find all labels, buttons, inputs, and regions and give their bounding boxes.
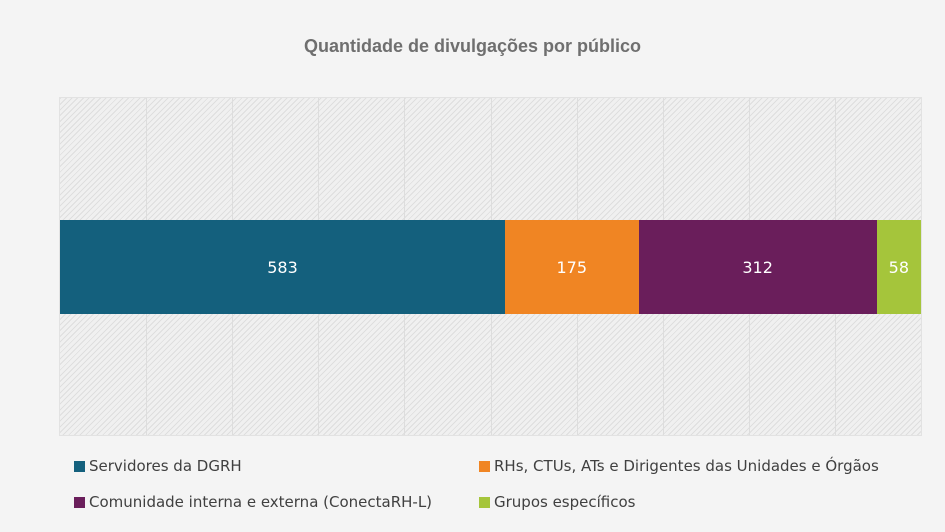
legend-item: RHs, CTUs, ATs e Dirigentes das Unidades…: [479, 457, 879, 475]
stacked-bar: 583 175 312 58: [60, 220, 921, 314]
bar-segment: 175: [505, 220, 639, 314]
legend-swatch: [479, 496, 490, 508]
legend-label: Servidores da DGRH: [89, 457, 242, 475]
data-label: 312: [742, 257, 773, 277]
data-label: 583: [267, 257, 298, 277]
legend: Servidores da DGRH RHs, CTUs, ATs e Dirig…: [74, 457, 934, 517]
bar-segment: 583: [60, 220, 505, 314]
data-label: 58: [888, 257, 910, 277]
legend-swatch: [479, 460, 490, 472]
legend-item: Grupos específicos: [479, 493, 635, 511]
legend-label: RHs, CTUs, ATs e Dirigentes das Unidades…: [494, 457, 879, 475]
legend-swatch: [74, 460, 85, 472]
bar-segment: 58: [876, 220, 921, 314]
bar-segment: 312: [638, 220, 877, 314]
legend-item: Comunidade interna e externa (ConectaRH-…: [74, 493, 432, 511]
legend-label: Comunidade interna e externa (ConectaRH-…: [89, 493, 433, 511]
legend-item: Servidores da DGRH: [74, 457, 242, 475]
plot-area: 583 175 312 58: [59, 97, 922, 436]
data-label: 175: [556, 257, 588, 277]
chart-title: Quantidade de divulgações por público: [303, 36, 642, 56]
legend-label: Grupos específicos: [494, 493, 636, 511]
legend-swatch: [74, 496, 85, 508]
